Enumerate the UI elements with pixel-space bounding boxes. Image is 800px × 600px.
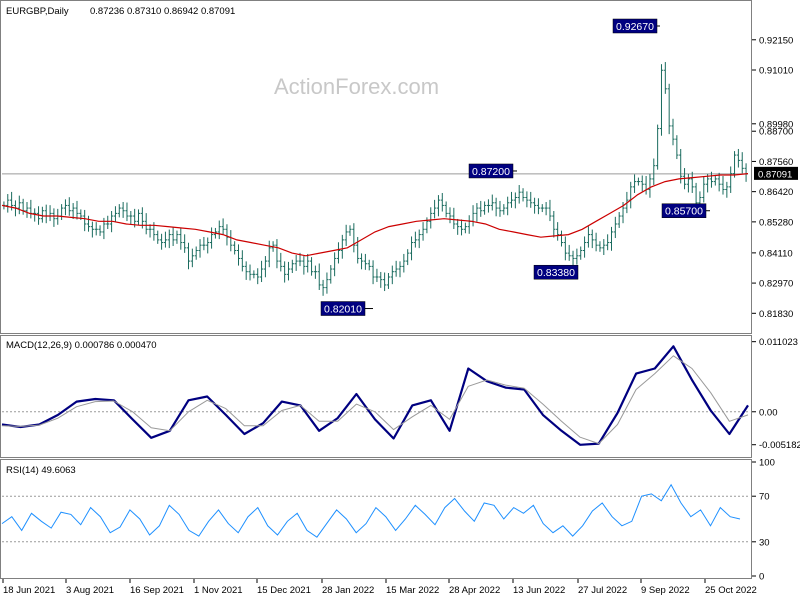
date-axis-tick: 28 Jan 2022 [322, 579, 374, 596]
rsi-tick-label: 70 [759, 492, 770, 503]
date-axis-tick: 13 Jun 2022 [513, 579, 565, 596]
date-axis-tick: 9 Sep 2022 [641, 579, 690, 596]
price-axis-tick: 0.82970 [752, 279, 793, 290]
rsi-panel-title: RSI(14) 49.6063 [6, 465, 76, 476]
price-callout: 0.82010 [321, 302, 373, 316]
current-price-badge-label: 0.87091 [758, 169, 792, 180]
price-axis-tick: 0.81830 [752, 309, 793, 320]
price-tick-label: 0.82970 [759, 279, 793, 290]
date-tick-label: 16 Sep 2021 [130, 585, 184, 596]
rsi-axis-tick: 30 [752, 537, 770, 548]
date-axis-tick: 3 Aug 2021 [66, 579, 114, 596]
price-tick-label: 0.92150 [759, 35, 793, 46]
macd-tick-label: -0.005182 [759, 440, 800, 451]
price-axis-tick: 0.92150 [752, 35, 793, 46]
date-tick-label: 27 Jul 2022 [578, 585, 627, 596]
callout-label: 0.85700 [665, 206, 703, 218]
callout-label: 0.92670 [616, 21, 654, 33]
price-axis-tick: 0.84110 [752, 248, 793, 259]
date-tick-label: 3 Aug 2021 [66, 585, 114, 596]
price-tick-label: 0.87560 [759, 157, 793, 168]
date-tick-label: 1 Nov 2021 [194, 585, 243, 596]
current-price-badge: 0.87091 [754, 167, 798, 181]
price-callout: 0.83380 [534, 265, 578, 279]
rsi-axis-tick: 0 [752, 572, 764, 583]
macd-panel-title: MACD(12,26,9) 0.000786 0.000470 [6, 340, 157, 351]
date-axis-tick: 27 Jul 2022 [578, 579, 627, 596]
date-tick-label: 25 Oct 2022 [705, 585, 757, 596]
price-tick-label: 0.89980 [759, 119, 793, 130]
price-tick-label: 0.81830 [759, 309, 793, 320]
date-axis-tick: 25 Oct 2022 [705, 579, 757, 596]
callout-label: 0.83380 [537, 267, 575, 279]
macd-axis: 0.011023 0.00 -0.005182 [752, 337, 800, 451]
date-tick-label: 13 Jun 2022 [513, 585, 565, 596]
rsi-axis: 100 70 30 0 [752, 458, 775, 583]
date-tick-label: 18 Jun 2021 [3, 585, 55, 596]
date-tick-label: 15 Mar 2022 [386, 585, 439, 596]
date-tick-label: 9 Sep 2022 [641, 585, 690, 596]
rsi-tick-label: 30 [759, 537, 770, 548]
macd-axis-tick: -0.005182 [752, 440, 800, 451]
price-tick-label: 0.91010 [759, 65, 793, 76]
macd-tick-label: 0.00 [759, 407, 778, 418]
rsi-panel [1, 460, 752, 579]
rsi-axis-tick: 70 [752, 492, 770, 503]
price-callout: 0.92670 [613, 19, 660, 33]
date-axis-tick: 15 Dec 2021 [257, 579, 311, 596]
rsi-tick-label: 0 [759, 572, 764, 583]
price-tick-label: 0.85280 [759, 217, 793, 228]
price-panel-ohlc: 0.87236 0.87310 0.86942 0.87091 [90, 6, 235, 17]
macd-tick-label: 0.011023 [759, 337, 798, 348]
date-axis-tick: 28 Apr 2022 [449, 579, 500, 596]
price-callout: 0.87200 [469, 164, 517, 178]
date-axis-tick: 16 Sep 2021 [130, 579, 184, 596]
price-tick-label: 0.86420 [759, 187, 793, 198]
price-callout: 0.85700 [662, 204, 710, 218]
price-axis-tick: 0.86420 [752, 187, 793, 198]
callout-label: 0.87200 [472, 166, 510, 178]
price-panel [1, 1, 752, 334]
date-axis: 18 Jun 2021 3 Aug 2021 16 Sep 2021 1 Nov 20… [3, 579, 757, 596]
date-tick-label: 28 Apr 2022 [449, 585, 500, 596]
macd-panel [1, 336, 752, 458]
price-tick-label: 0.84110 [759, 248, 793, 259]
date-axis-tick: 18 Jun 2021 [3, 579, 55, 596]
date-axis-tick: 1 Nov 2021 [194, 579, 243, 596]
price-axis-tick: 0.89980 [752, 119, 793, 130]
price-axis-tick: 0.87560 [752, 157, 793, 168]
date-axis-tick: 15 Mar 2022 [386, 579, 439, 596]
price-panel-symbol: EURGBP,Daily [6, 6, 69, 17]
macd-axis-tick: 0.00 [752, 407, 778, 418]
watermark-text: ActionForex.com [274, 74, 439, 99]
price-axis-tick: 0.91010 [752, 65, 793, 76]
date-tick-label: 15 Dec 2021 [257, 585, 311, 596]
price-axis: 0.81830 0.82970 0.84110 0.85280 0.86420 0.875… [752, 35, 798, 320]
rsi-axis-tick: 100 [752, 458, 775, 469]
macd-axis-tick: 0.011023 [752, 337, 798, 348]
date-tick-label: 28 Jan 2022 [322, 585, 374, 596]
callout-label: 0.82010 [324, 304, 362, 316]
price-axis-tick: 0.85280 [752, 217, 793, 228]
rsi-tick-label: 100 [759, 458, 775, 469]
